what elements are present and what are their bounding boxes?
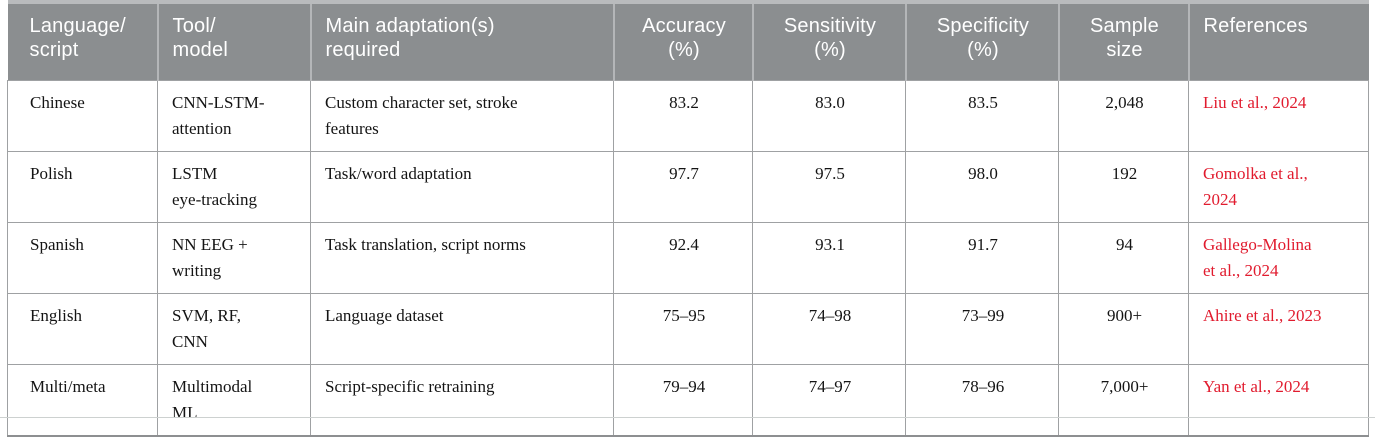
cell-sample-size: 192 xyxy=(1058,150,1189,223)
column-header-sensitivity: Sensitivity (%) xyxy=(751,0,906,80)
cell-specificity: 78–96 xyxy=(905,363,1059,437)
cell-language: English xyxy=(7,292,158,365)
cell-tool-model: NN EEG + writing xyxy=(157,221,311,294)
table-row-polish: Polish LSTM eye-tracking Task/word adapt… xyxy=(7,150,1369,223)
cell-language: Multi/meta xyxy=(7,363,158,437)
cell-specificity: 98.0 xyxy=(905,150,1059,223)
cell-tool-model: Multimodal ML xyxy=(157,363,311,437)
cell-adaptation: Task/word adaptation xyxy=(310,150,614,223)
cell-sensitivity: 97.5 xyxy=(752,150,906,223)
cell-reference: Gallego-Molina et al., 2024 xyxy=(1188,221,1369,294)
reference-citation-link[interactable]: Liu et al., 2024 xyxy=(1203,92,1307,112)
cell-reference: Liu et al., 2024 xyxy=(1188,79,1369,152)
reference-citation-link[interactable]: Gallego-Molina et al., 2024 xyxy=(1203,234,1312,280)
cell-sample-size: 2,048 xyxy=(1058,79,1189,152)
column-header-tool-model: Tool/ model xyxy=(156,0,311,80)
cell-specificity: 73–99 xyxy=(905,292,1059,365)
cell-reference: Gomolka et al., 2024 xyxy=(1188,150,1369,223)
cell-accuracy: 75–95 xyxy=(613,292,753,365)
reference-citation-link[interactable]: Gomolka et al., 2024 xyxy=(1203,163,1308,209)
column-header-specificity: Specificity (%) xyxy=(904,0,1059,80)
language-tools-comparison-table: Language/ script Tool/ model Main adapta… xyxy=(7,0,1369,437)
cell-language: Polish xyxy=(7,150,158,223)
cell-accuracy: 92.4 xyxy=(613,221,753,294)
cell-reference: Yan et al., 2024 xyxy=(1188,363,1369,437)
page-bottom-divider xyxy=(0,417,1375,418)
cell-specificity: 83.5 xyxy=(905,79,1059,152)
cell-tool-model: SVM, RF, CNN xyxy=(157,292,311,365)
table-row-chinese: Chinese CNN-LSTM- attention Custom chara… xyxy=(7,79,1369,152)
cell-sensitivity: 83.0 xyxy=(752,79,906,152)
table-row-spanish: Spanish NN EEG + writing Task translatio… xyxy=(7,221,1369,294)
cell-sensitivity: 74–97 xyxy=(752,363,906,437)
cell-adaptation: Script-specific retraining xyxy=(310,363,614,437)
cell-adaptation: Custom character set, stroke features xyxy=(310,79,614,152)
cell-reference: Ahire et al., 2023 xyxy=(1188,292,1369,365)
cell-adaptation: Task translation, script norms xyxy=(310,221,614,294)
cell-accuracy: 79–94 xyxy=(613,363,753,437)
cell-adaptation: Language dataset xyxy=(310,292,614,365)
header-row: Language/ script Tool/ model Main adapta… xyxy=(7,0,1369,80)
cell-specificity: 91.7 xyxy=(905,221,1059,294)
cell-accuracy: 97.7 xyxy=(613,150,753,223)
cell-language: Spanish xyxy=(7,221,158,294)
table-row-multi-meta: Multi/meta Multimodal ML Script-specific… xyxy=(7,363,1369,437)
reference-citation-link[interactable]: Yan et al., 2024 xyxy=(1203,376,1310,396)
cell-sensitivity: 74–98 xyxy=(752,292,906,365)
cell-sensitivity: 93.1 xyxy=(752,221,906,294)
cell-language: Chinese xyxy=(7,79,158,152)
comparison-table-container: Language/ script Tool/ model Main adapta… xyxy=(7,0,1369,437)
cell-tool-model: LSTM eye-tracking xyxy=(157,150,311,223)
cell-sample-size: 94 xyxy=(1058,221,1189,294)
column-header-references: References xyxy=(1187,0,1369,80)
cell-sample-size: 7,000+ xyxy=(1058,363,1189,437)
column-header-language-script: Language/ script xyxy=(7,0,158,80)
column-header-accuracy: Accuracy (%) xyxy=(612,0,753,80)
table-header: Language/ script Tool/ model Main adapta… xyxy=(7,0,1369,80)
column-header-main-adaptations: Main adaptation(s) required xyxy=(309,0,614,80)
cell-sample-size: 900+ xyxy=(1058,292,1189,365)
reference-citation-link[interactable]: Ahire et al., 2023 xyxy=(1203,305,1322,325)
column-header-sample-size: Sample size xyxy=(1057,0,1189,80)
table-body: Chinese CNN-LSTM- attention Custom chara… xyxy=(7,79,1369,437)
cell-tool-model: CNN-LSTM- attention xyxy=(157,79,311,152)
cell-accuracy: 83.2 xyxy=(613,79,753,152)
table-row-english: English SVM, RF, CNN Language dataset 75… xyxy=(7,292,1369,365)
